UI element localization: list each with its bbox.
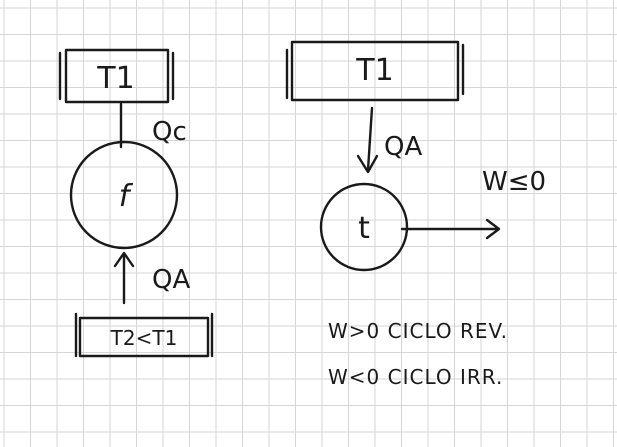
cold-reservoir-label: T2<T1: [110, 326, 178, 350]
note-reversible: W>0 CICLO REV.: [328, 319, 508, 343]
right-diagram: T1 QA t W≤0 W>0 CICLO REV. W<0 CICLO IRR…: [285, 40, 546, 389]
heat-out-label: Qc: [152, 117, 187, 147]
right-machine-label: t: [358, 211, 370, 246]
heat-in-label: QA: [152, 265, 190, 295]
right-reservoir-label: T1: [355, 53, 393, 88]
right-machine-circle: [319, 182, 409, 272]
machine-circle: [69, 140, 179, 250]
hot-reservoir-label: T1: [96, 61, 134, 96]
left-diagram: T1 Qc f QA T2<T1: [58, 48, 214, 358]
arrow-reservoir-to-machine-head: [356, 154, 379, 174]
arrow-work-out-head: [485, 218, 501, 240]
machine-label: f: [119, 179, 134, 214]
hot-reservoir-box: [64, 48, 170, 104]
note-irreversible: W<0 CICLO IRR.: [328, 365, 503, 389]
cold-reservoir-box: [78, 316, 210, 358]
work-out-label: W≤0: [482, 167, 546, 197]
arrow-reservoir-to-machine: [366, 106, 374, 172]
arrow-cold-to-machine-head: [113, 251, 135, 268]
right-reservoir-box: [290, 40, 460, 102]
right-heat-in-label: QA: [384, 132, 422, 162]
